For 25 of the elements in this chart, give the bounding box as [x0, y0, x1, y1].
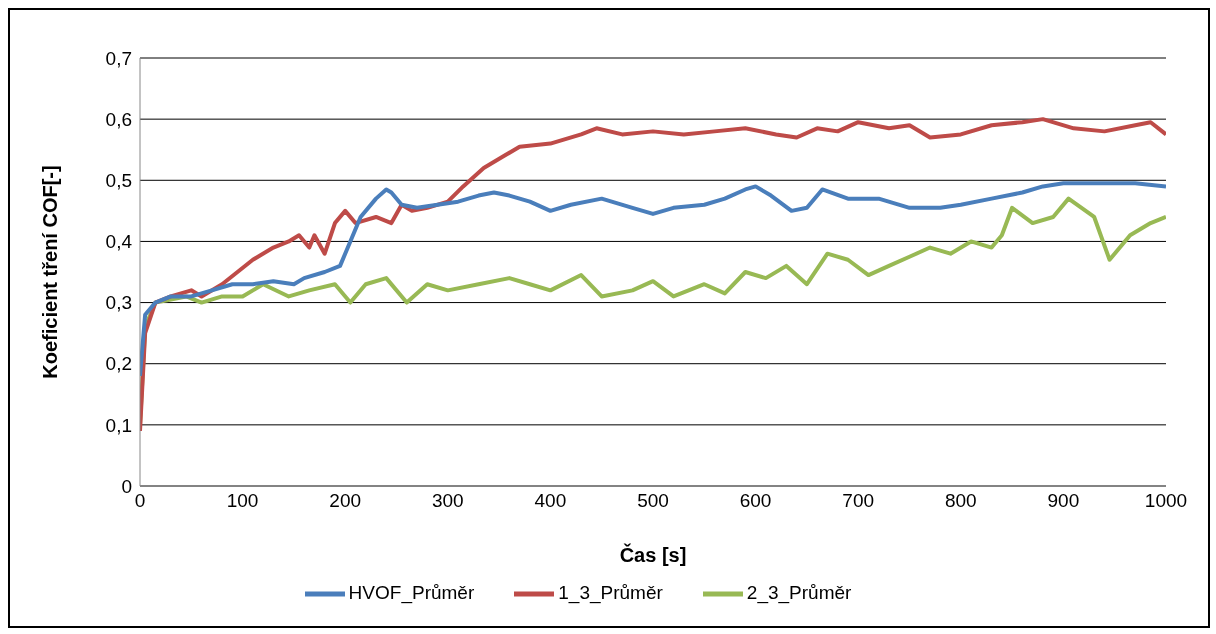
x-axis-title: Čas [s]: [619, 543, 687, 566]
y-tick-label: 0: [121, 475, 132, 497]
x-tick-label: 500: [637, 490, 669, 512]
x-tick-label: 600: [739, 490, 772, 512]
x-tick-label: 1000: [1144, 490, 1188, 512]
y-tick-label: 0,3: [105, 292, 132, 314]
legend-label: HVOF_Průměr: [348, 582, 475, 604]
x-tick-label: 200: [329, 490, 362, 512]
line-series: [140, 181, 1166, 378]
x-tick-label: 300: [431, 490, 464, 512]
y-tick-label: 0,4: [105, 231, 133, 253]
y-tick-label: 0,1: [105, 414, 132, 436]
legend-label: 1_3_Průměr: [558, 582, 663, 604]
y-tick-label: 0,2: [105, 353, 132, 375]
x-tick-label: 700: [842, 490, 875, 512]
x-tick-label: 400: [534, 490, 567, 512]
y-axis-title: Koeficient tření COF[-]: [39, 165, 62, 379]
y-tick-label: 0,6: [105, 108, 132, 130]
y-tick-label: 0,5: [105, 170, 132, 192]
x-tick-label: 900: [1047, 490, 1080, 512]
legend-label: 2_3_Průměr: [746, 582, 852, 604]
y-tick-label: 0,7: [105, 47, 132, 69]
x-tick-label: 100: [226, 490, 259, 512]
x-tick-label: 800: [944, 490, 977, 512]
line-series: [140, 117, 1166, 433]
